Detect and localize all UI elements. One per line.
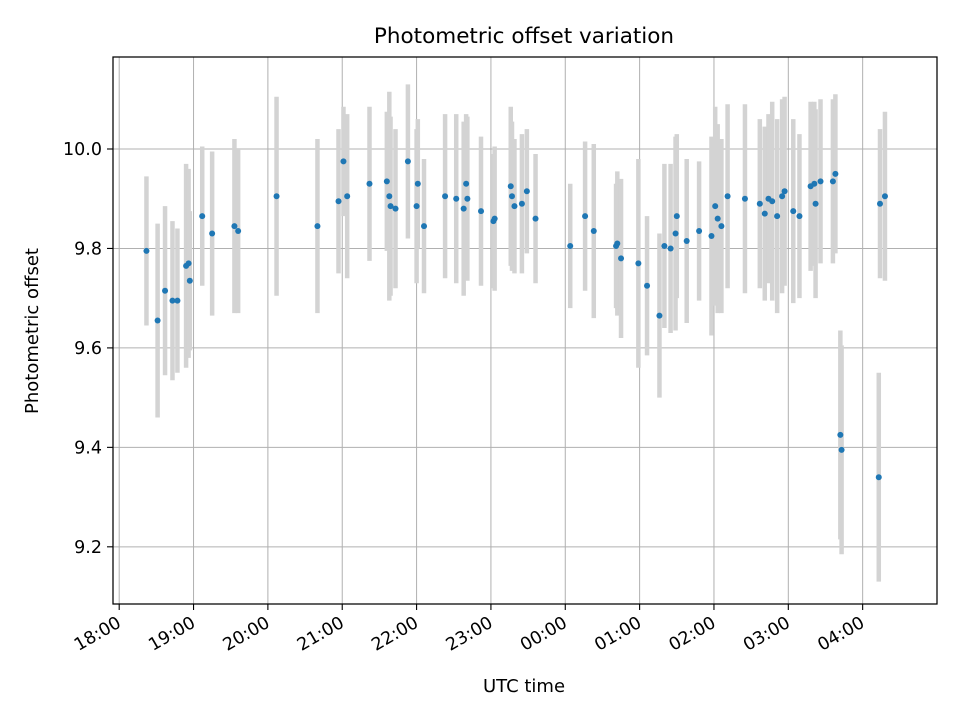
data-point — [335, 198, 342, 205]
data-point — [314, 223, 321, 230]
data-point — [344, 193, 351, 200]
data-point — [383, 178, 390, 185]
data-point — [511, 203, 518, 210]
data-point — [714, 215, 721, 222]
data-point — [442, 193, 449, 200]
data-point — [186, 277, 193, 284]
data-point — [478, 208, 485, 215]
data-point — [460, 205, 467, 212]
data-points — [143, 158, 888, 481]
data-point — [673, 213, 680, 220]
data-point — [235, 228, 242, 235]
data-point — [414, 180, 421, 187]
data-point — [774, 213, 781, 220]
y-axis-label: Photometric offset — [22, 248, 43, 414]
data-point — [507, 183, 514, 190]
data-point — [769, 198, 776, 205]
data-point — [817, 178, 824, 185]
data-point — [508, 193, 515, 200]
data-point — [811, 180, 818, 187]
data-point — [635, 260, 642, 267]
data-point — [656, 312, 663, 319]
data-point — [366, 180, 373, 187]
data-point — [590, 228, 597, 235]
data-point — [491, 215, 498, 222]
data-point — [169, 297, 176, 304]
plot-frame — [112, 56, 938, 605]
y-tick-label: 9.2 — [74, 538, 102, 558]
data-point — [532, 215, 539, 222]
data-point — [661, 242, 668, 249]
data-point — [174, 297, 181, 304]
data-point — [832, 170, 839, 177]
data-point — [672, 230, 679, 237]
data-point — [421, 223, 428, 230]
data-point — [340, 158, 347, 165]
data-point — [404, 158, 411, 165]
data-point — [881, 193, 888, 200]
data-point — [712, 203, 719, 210]
data-point — [718, 223, 725, 230]
data-point — [667, 245, 674, 252]
y-tick-label: 9.4 — [74, 438, 102, 458]
data-point — [724, 193, 731, 200]
data-point — [453, 195, 460, 202]
data-point — [781, 188, 788, 195]
data-point — [838, 446, 845, 453]
data-point — [756, 200, 763, 207]
data-point — [877, 200, 884, 207]
data-point — [464, 195, 471, 202]
y-tick-label: 10.0 — [63, 140, 102, 160]
data-point — [413, 203, 420, 210]
data-point — [696, 228, 703, 235]
data-point — [796, 213, 803, 220]
data-point — [185, 260, 192, 267]
data-point — [567, 242, 574, 249]
y-tick-label: 9.8 — [74, 239, 102, 259]
data-point — [523, 188, 530, 195]
data-point — [644, 282, 651, 289]
data-point — [387, 203, 394, 210]
data-point — [209, 230, 216, 237]
data-point — [392, 205, 399, 212]
data-point — [614, 240, 621, 247]
data-point — [790, 208, 797, 215]
data-point — [761, 210, 768, 217]
y-tick-label: 9.6 — [74, 339, 102, 359]
data-point — [162, 287, 169, 294]
data-point — [231, 223, 238, 230]
data-point — [199, 213, 206, 220]
data-point — [463, 180, 470, 187]
data-point — [741, 195, 748, 202]
data-point — [518, 200, 525, 207]
chart-title: Photometric offset variation — [374, 24, 674, 49]
data-point — [386, 193, 393, 200]
data-point — [683, 237, 690, 244]
x-axis-label: UTC time — [483, 676, 565, 697]
data-point — [875, 474, 882, 481]
data-point — [618, 255, 625, 262]
data-point — [143, 247, 150, 254]
data-point — [812, 200, 819, 207]
data-point — [779, 193, 786, 200]
data-point — [582, 213, 589, 220]
data-point — [154, 317, 161, 324]
data-point — [708, 233, 715, 240]
data-point — [273, 193, 280, 200]
data-point — [837, 431, 844, 438]
y-axis-ticks: 9.2 9.4 9.6 9.8 10.0 — [63, 140, 113, 558]
data-point — [829, 178, 836, 185]
